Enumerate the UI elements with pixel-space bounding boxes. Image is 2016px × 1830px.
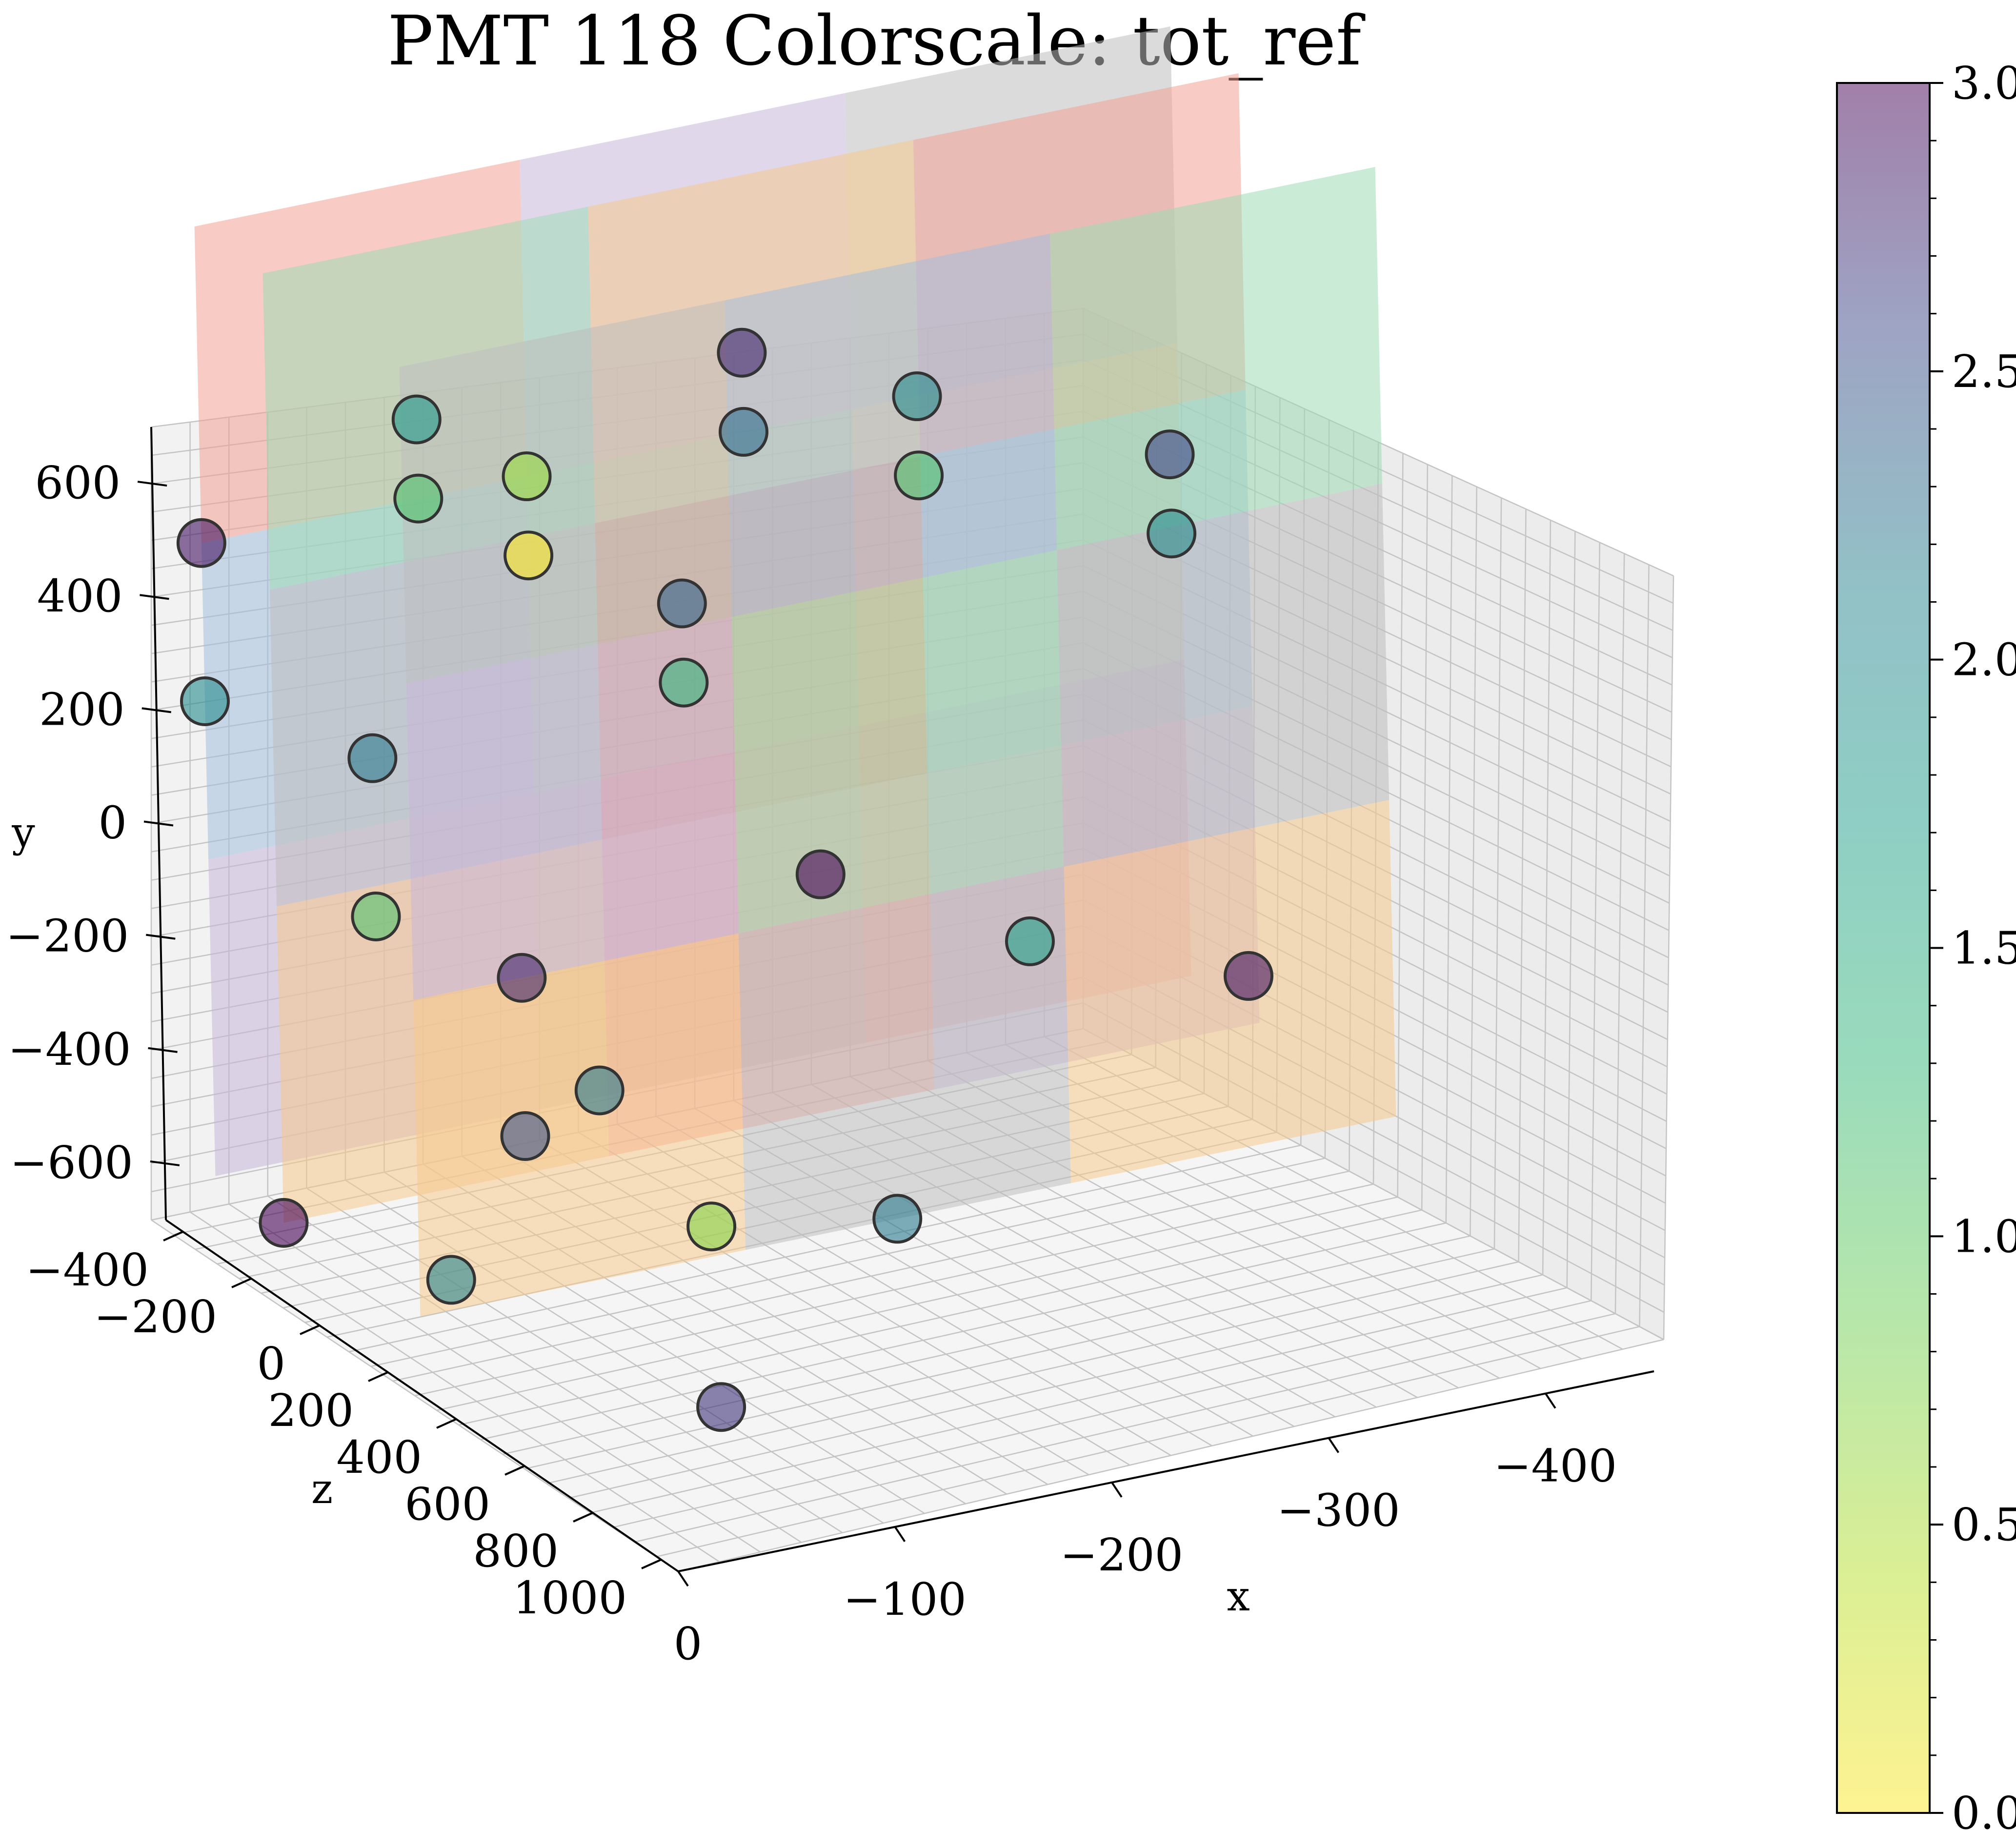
grid-line	[590, 1287, 1567, 1514]
x-axis-label: x	[1227, 1572, 1250, 1620]
data-point	[717, 327, 767, 378]
y-tick-label: 0	[98, 797, 127, 849]
data-point	[872, 1194, 923, 1244]
z-tick-label: 600	[404, 1478, 490, 1530]
detector-panel	[731, 550, 1064, 934]
colorbar-tick-label: 3.0	[1952, 57, 2016, 109]
colorbar-tick-label: 2.5	[1952, 346, 2016, 398]
data-point	[1223, 951, 1273, 1001]
data-point	[892, 371, 942, 422]
colorbar-tick-label: 0.5	[1952, 1499, 2016, 1551]
y-axis: 600 400 200 0 −200 −400 −600 y	[6, 427, 180, 1220]
data-point	[574, 1065, 625, 1116]
y-tick-label: 200	[39, 683, 125, 735]
grid-line	[678, 1339, 1664, 1572]
colorbar-gradient	[1836, 82, 1931, 1814]
data-point	[795, 849, 846, 899]
y-tick-label: 400	[37, 570, 123, 622]
data-point	[657, 578, 707, 629]
detector-panel	[1049, 167, 1382, 550]
z-tick-label: 400	[336, 1431, 422, 1484]
data-point	[391, 394, 442, 445]
data-point	[659, 657, 709, 708]
y-tick-label: −400	[8, 1023, 131, 1076]
y-tick-label: 600	[35, 457, 121, 509]
y-tick-label: −200	[6, 910, 129, 962]
data-point	[180, 676, 230, 726]
data-point	[894, 450, 944, 501]
z-tick-label: 800	[473, 1525, 559, 1577]
grid-line	[656, 1326, 1640, 1558]
data-point	[1145, 429, 1195, 480]
z-tick-label: −400	[25, 1244, 149, 1296]
data-point	[718, 407, 768, 457]
chart-title: PMT 118 Colorscale: tot_ref	[387, 1, 1366, 81]
x-tick-label: −300	[1277, 1484, 1400, 1537]
y-tick-label: −600	[10, 1137, 133, 1189]
grid-line	[458, 1209, 1422, 1426]
x-tick-label: −100	[843, 1573, 967, 1626]
z-axis-label: z	[311, 1465, 333, 1513]
grid-line	[524, 1248, 1495, 1470]
detector-panel	[725, 233, 1057, 617]
data-point	[502, 451, 552, 502]
grid-line	[568, 1274, 1543, 1499]
grid-line	[502, 1235, 1471, 1455]
data-point	[696, 1382, 746, 1432]
z-tick-label: 0	[257, 1338, 285, 1390]
data-points	[176, 327, 1273, 1432]
colorbar-tick-label: 0.0	[1952, 1787, 2016, 1830]
data-point	[500, 1111, 550, 1161]
data-point	[176, 518, 226, 568]
data-point	[347, 733, 398, 783]
data-point	[259, 1198, 309, 1248]
grid-line	[348, 1144, 1301, 1353]
z-tick-label: −200	[94, 1291, 217, 1343]
data-point	[1147, 508, 1197, 559]
grid-line	[392, 1170, 1350, 1382]
colorbar-tick-label: 1.5	[1952, 922, 2016, 975]
grid-line	[612, 1300, 1592, 1528]
detector-panel	[406, 617, 739, 1000]
data-point	[504, 530, 554, 581]
colorbar-tick-label: 2.0	[1952, 634, 2016, 686]
grid-line	[634, 1313, 1616, 1543]
y-axis-label: y	[11, 809, 35, 856]
data-point	[686, 1201, 737, 1252]
data-point	[351, 891, 401, 941]
x-axis: 0 −100 −200 −300 −400 x	[674, 1370, 1654, 1670]
data-point	[393, 473, 444, 524]
detector-panel	[1057, 483, 1390, 867]
grid-line	[414, 1183, 1374, 1397]
detector-panel	[738, 866, 1071, 1250]
detector-panel	[399, 300, 732, 684]
data-point	[1005, 916, 1055, 966]
grid-line	[480, 1222, 1447, 1441]
x-tick-label: −200	[1060, 1529, 1184, 1581]
z-tick-label: 1000	[513, 1572, 627, 1624]
z-tick-label: 200	[268, 1384, 354, 1437]
detector-panel	[413, 933, 746, 1317]
x-tick-label: 0	[674, 1618, 703, 1670]
detector-panels	[194, 26, 1396, 1317]
data-point	[426, 1255, 476, 1305]
grid-line	[370, 1158, 1326, 1367]
grid-line	[436, 1196, 1398, 1411]
x-tick-label: −400	[1493, 1440, 1617, 1492]
grid-line	[546, 1261, 1519, 1484]
data-point	[497, 953, 547, 1003]
colorbar: 0.0 0.5 1.0 1.5 2.0 2.5 3.0	[1836, 57, 2016, 1830]
colorbar-tick-label: 1.0	[1952, 1210, 2016, 1262]
